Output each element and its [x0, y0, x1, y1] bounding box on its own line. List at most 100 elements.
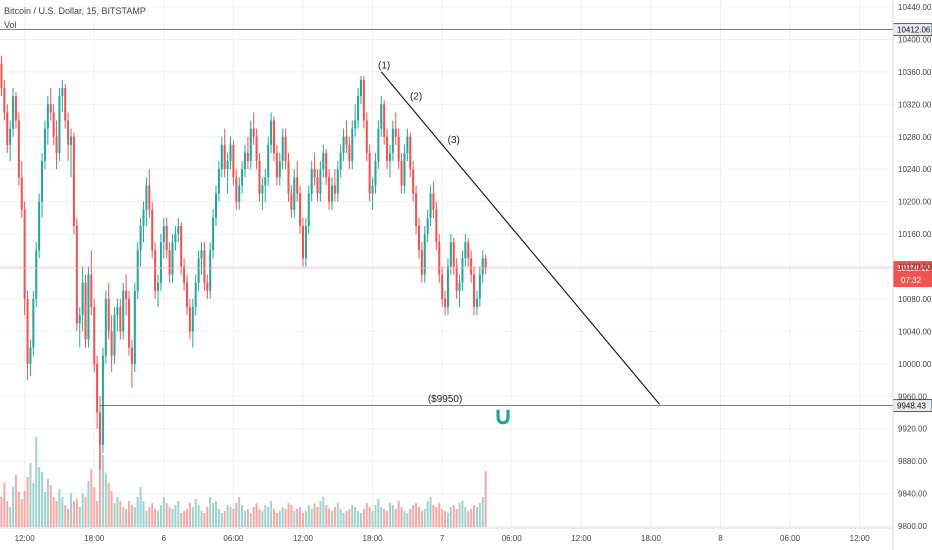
volume-bar [423, 509, 426, 527]
volume-bar [148, 507, 151, 527]
price-axis[interactable]: 10440.00 10400.00 10360.00 10320.00 10280.00… [892, 0, 932, 550]
annotation-label[interactable]: (3) [448, 135, 460, 146]
volume-bar [183, 511, 186, 527]
candle-body [336, 169, 339, 194]
candle-body [330, 185, 333, 202]
candle-body [17, 120, 20, 178]
volume-bar [310, 509, 313, 527]
time-axis[interactable]: 12:00 18:00 6 06:00 12:00 18:00 7 06:00 12:00 18:… [0, 527, 893, 543]
candle-body [299, 193, 302, 226]
time-tick-label: 8 [718, 534, 723, 543]
price-tick-label: 10080.00 [898, 295, 932, 304]
annotation-label[interactable]: ($9950) [428, 394, 462, 405]
candle-body [145, 185, 148, 210]
candle-body [122, 290, 125, 332]
price-tick-label: 9880.00 [898, 457, 927, 466]
candle-body [93, 307, 96, 364]
volume-bar [467, 511, 470, 527]
volume-bar [333, 507, 336, 527]
level-price-label: 10412.06 [897, 26, 931, 35]
candle-body [168, 250, 171, 275]
volume-bar [23, 491, 26, 527]
volume-bar [93, 487, 96, 527]
candle-body [441, 274, 444, 299]
volume-bar [191, 507, 194, 527]
candle-body [383, 104, 386, 137]
candle-body [275, 152, 278, 178]
candle-body [368, 152, 371, 194]
candle-body [46, 104, 49, 129]
volume-bar [9, 507, 12, 527]
candle-body [333, 185, 336, 194]
volume-bar [325, 505, 328, 527]
bar-countdown-label: 07:32 [901, 276, 922, 285]
annotation-label[interactable]: (2) [410, 91, 422, 102]
volume-bar [145, 511, 148, 527]
volume-bar [400, 507, 403, 527]
candle-body [154, 250, 157, 291]
price-tick-label: 10240.00 [898, 165, 932, 174]
volume-bar [232, 509, 235, 527]
volume-bar [316, 507, 319, 527]
volume-bar [301, 513, 304, 527]
volume-bar [122, 507, 125, 527]
volume-bar [229, 507, 232, 527]
candle-body [87, 274, 90, 340]
volume-bar [128, 501, 131, 527]
volume-bar [377, 499, 380, 527]
candle-body [357, 96, 360, 121]
volume-bar [258, 509, 261, 527]
candle-body [310, 169, 313, 194]
candle-body [316, 177, 319, 194]
candle-body [475, 298, 478, 308]
candle-body [119, 307, 122, 332]
candle-body [342, 136, 345, 153]
magnet-icon[interactable] [496, 409, 510, 425]
volume-label: Vol [4, 20, 17, 30]
candle-body [397, 136, 400, 162]
volume-bar [212, 503, 215, 527]
volume-bar [75, 499, 78, 527]
price-tick-label: 10360.00 [898, 68, 932, 77]
volume-bar [249, 513, 252, 527]
candle-body [304, 225, 307, 259]
candle-body [133, 290, 136, 364]
candle-body [470, 258, 473, 275]
trend-line[interactable] [380, 71, 661, 405]
candle-body [58, 96, 61, 153]
candle-body [478, 274, 481, 299]
volume-bar [284, 509, 287, 527]
volume-bar [113, 503, 116, 527]
volume-bar [14, 475, 17, 527]
volume-bar [43, 492, 46, 527]
candle-body [255, 136, 258, 162]
candle-body [293, 177, 296, 210]
volume-bar [304, 511, 307, 527]
candle-body [12, 96, 15, 129]
candle-body [41, 161, 44, 202]
volume-bar [159, 505, 162, 527]
candle-body [461, 258, 464, 283]
price-tick-label: 10400.00 [898, 35, 932, 44]
annotation-label[interactable]: (1) [378, 61, 390, 72]
volume-bar [180, 513, 183, 527]
price-tick-label: 10320.00 [898, 100, 932, 109]
volume-bar [168, 507, 171, 527]
volume-bar [55, 501, 58, 527]
candle-body [278, 161, 281, 178]
candle-body [417, 225, 420, 251]
candle-body [101, 355, 104, 445]
volume-bar [217, 509, 220, 527]
volume-bar [20, 499, 23, 527]
volume-bar [107, 483, 110, 527]
candle-body [351, 128, 354, 162]
candle-body [241, 169, 244, 186]
volume-bar [426, 501, 429, 527]
volume-bar [200, 511, 203, 527]
candle-body [290, 193, 293, 210]
volume-bar [397, 501, 400, 527]
candle-body [243, 152, 247, 170]
volume-bar [119, 501, 122, 527]
